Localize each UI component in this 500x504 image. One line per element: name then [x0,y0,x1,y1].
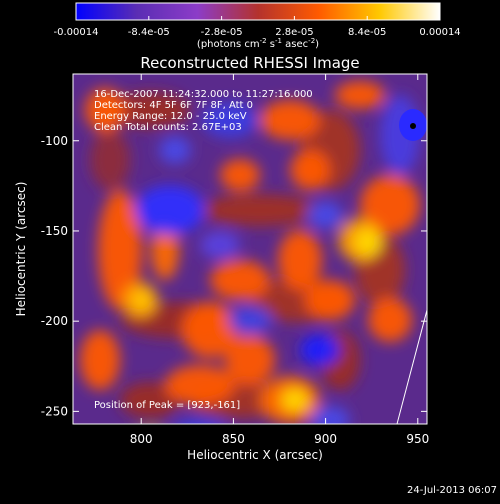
colorbar-label: (photons cm-2 s-1 asec-2) [197,37,319,50]
chart-title: Reconstructed RHESSI Image [140,54,359,72]
colorbar-tick-label: 0.00014 [419,27,460,38]
colorbar-tick-label: 8.4e-05 [348,27,386,38]
info-line: 16-Dec-2007 11:24:32.000 to 11:27:16.000 [94,89,313,100]
axis-ticks: 800 850 900 950 -100 -150 -200 -250 [41,74,429,446]
info-line: Clean Total counts: 2.67E+03 [94,122,242,133]
y-tick-label: -150 [41,224,68,238]
y-tick-label: -200 [41,314,68,328]
limb-line [396,309,427,424]
y-tick-label: -250 [41,404,68,418]
colorbar-tick-label: 2.8e-05 [275,27,313,38]
x-tick-label: 850 [222,432,245,446]
colorbar-tick-label: -8.4e-05 [128,27,170,38]
x-tick-label: 800 [130,432,153,446]
plot-frame [72,73,428,425]
colorbar [75,2,441,21]
x-tick-label: 900 [314,432,337,446]
y-tick-label: -100 [41,134,68,148]
peak-position-label: Position of Peak = [923,-161] [94,400,240,411]
info-line: Energy Range: 12.0 - 25.0 keV [94,111,247,122]
x-axis-label: Heliocentric X (arcsec) [187,448,323,462]
info-line: Detectors: 4F 5F 6F 7F 8F, Att 0 [94,100,253,111]
info-annotations: 16-Dec-2007 11:24:32.000 to 11:27:16.000… [94,89,313,133]
timestamp: 24-Jul-2013 06:07 [407,485,497,496]
y-axis-label: Heliocentric Y (arcsec) [14,182,28,317]
heatmap-image [73,74,427,424]
colorbar-tick-label: -0.00014 [54,27,99,38]
colorbar-tick-label: -2.8e-05 [201,27,243,38]
colorbar-ticks: -0.00014 -8.4e-05 -2.8e-05 2.8e-05 8.4e-05 0.… [54,16,461,38]
x-tick-label: 950 [406,432,429,446]
blue-spot-core [410,123,416,129]
